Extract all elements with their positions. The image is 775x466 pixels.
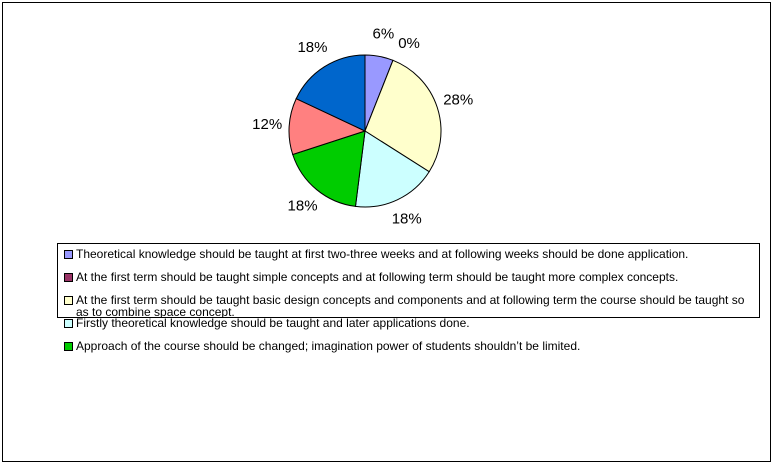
legend-item: At the first term should be taught simpl…	[64, 271, 753, 294]
legend-label: Firstly theoretical knowledge should be …	[76, 317, 470, 330]
legend-swatch	[64, 273, 73, 282]
pie-slice	[354, 130, 430, 208]
legend-item: Theoretical knowledge should be taught a…	[64, 248, 753, 271]
legend-swatch	[64, 319, 73, 328]
data-label: 18%	[392, 211, 422, 228]
legend-label: Theoretical knowledge should be taught a…	[76, 248, 689, 261]
pie-slice	[292, 130, 366, 207]
legend-item: At the first term should be taught basic…	[64, 294, 753, 317]
legend-label: At the first term should be taught simpl…	[76, 271, 679, 284]
pie-slice	[364, 59, 442, 173]
data-label: 12%	[252, 116, 282, 133]
legend-swatch	[64, 296, 73, 305]
chart-frame	[2, 2, 771, 462]
data-label: 6%	[373, 26, 395, 43]
legend-item: Approach of the course should be changed…	[64, 340, 753, 363]
legend: Theoretical knowledge should be taught a…	[57, 243, 760, 352]
data-label: 28%	[443, 92, 473, 109]
chart: 6%0% 28% 18% 18% 12% 18%	[252, 26, 473, 228]
data-label: 0%	[398, 35, 420, 52]
legend-swatch	[64, 342, 73, 351]
legend-label: Approach of the course should be changed…	[76, 340, 581, 353]
data-label: 18%	[297, 39, 327, 56]
legend-item: Firstly theoretical knowledge should be …	[64, 317, 753, 340]
legend-label: At the first term should be taught basic…	[76, 294, 745, 317]
pie-slice	[295, 54, 366, 132]
data-label: 18%	[288, 197, 318, 214]
legend-swatch	[64, 250, 73, 259]
